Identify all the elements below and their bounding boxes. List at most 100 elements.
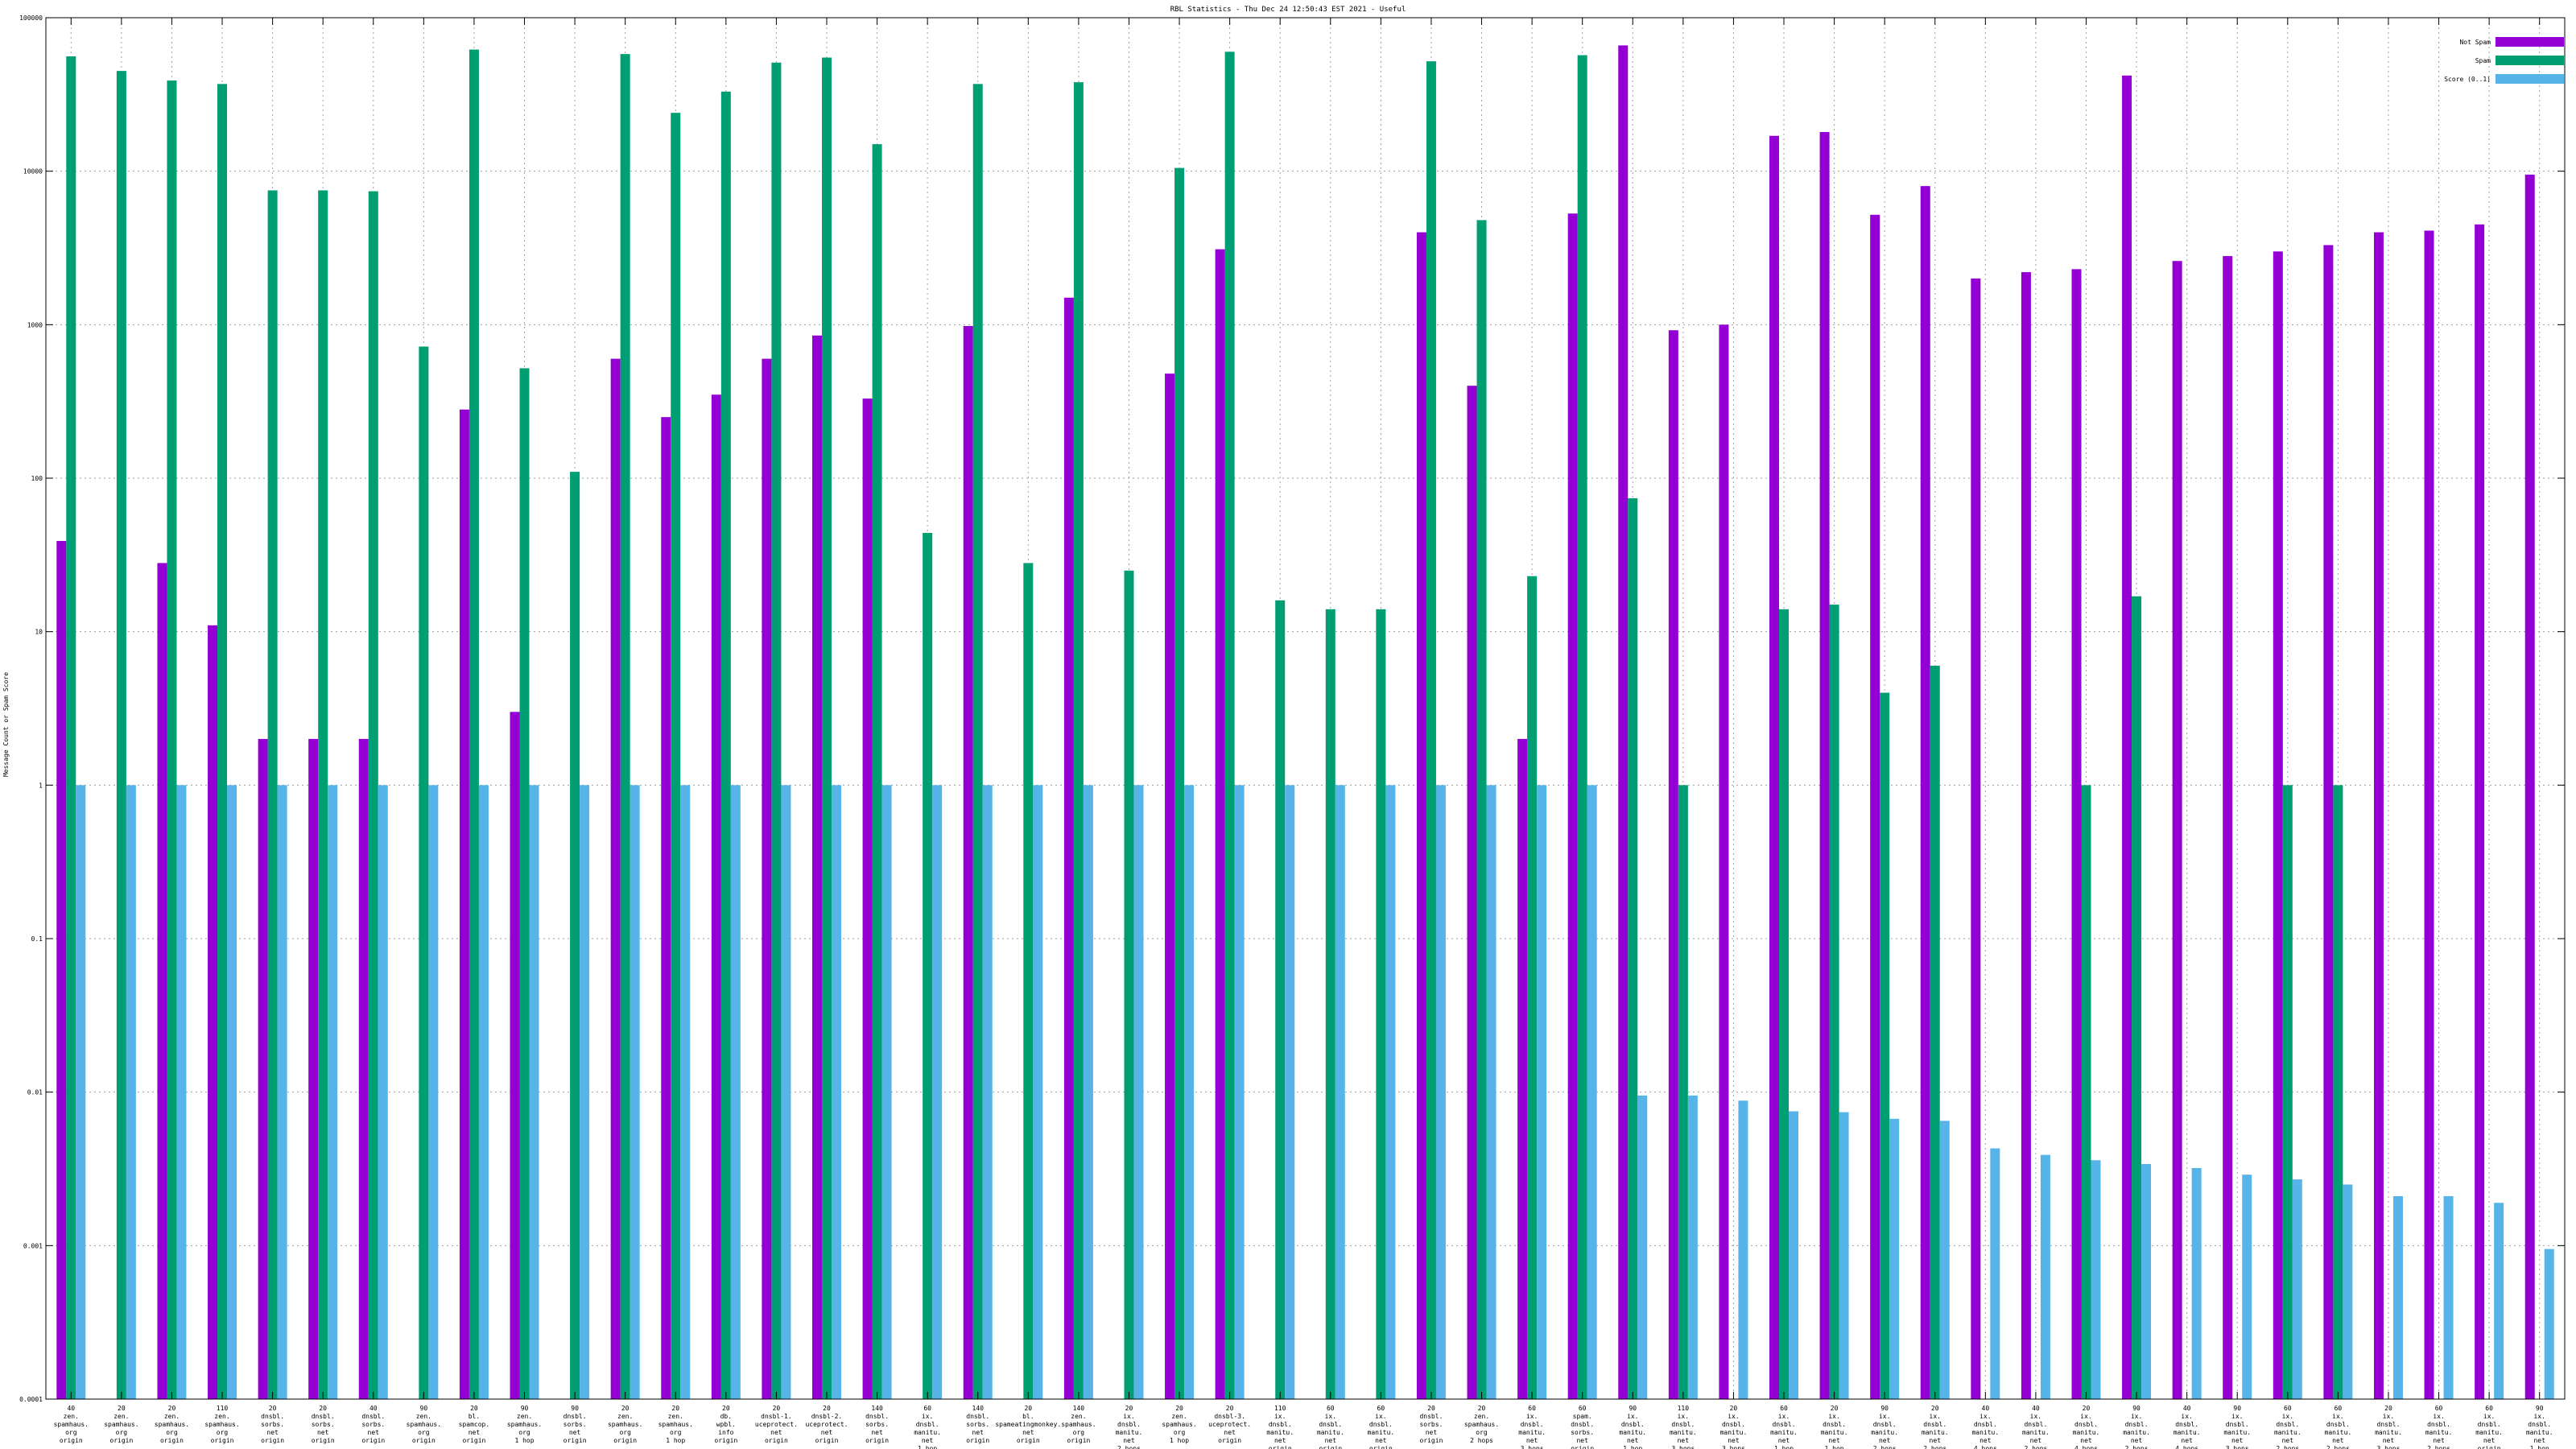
x-tick-label: 110 ix. dnsbl. manitu. net origin (1266, 1405, 1294, 1449)
bar-spam (2282, 785, 2293, 1399)
y-tick-label: 1000 (27, 321, 43, 328)
x-tick-label: 90 ix. dnsbl. manitu. net 3 hops (2223, 1405, 2251, 1449)
bar-score-0-1 (730, 785, 741, 1399)
bar-not-spam (510, 712, 520, 1399)
bar-score-0-1 (529, 785, 539, 1399)
bar-not-spam (1769, 135, 1780, 1399)
bar-not-spam (1668, 330, 1678, 1399)
x-tick-label: 40 dnsbl. sorbs. net origin (361, 1405, 385, 1444)
x-tick-label: 20 zen. spamhaus. org 2 hops (1464, 1405, 1499, 1444)
bar-not-spam (1719, 324, 1729, 1399)
x-tick-label: 60 ix. dnsbl. manitu. net 3 hops (1518, 1405, 1546, 1449)
bar-not-spam (1870, 214, 1880, 1399)
y-axis-label: Message Count or Spam Score (2, 672, 10, 777)
bar-not-spam (2223, 256, 2233, 1399)
bar-spam (771, 62, 782, 1400)
bar-spam (1426, 61, 1436, 1400)
bar-score-0-1 (1738, 1100, 1748, 1399)
bar-not-spam (1215, 249, 1225, 1400)
x-tick-label: 140 dnsbl. sorbs. net origin (966, 1405, 989, 1444)
bar-score-0-1 (831, 785, 841, 1399)
bar-not-spam (157, 563, 167, 1400)
bar-not-spam (1920, 186, 1930, 1400)
x-tick-label: 20 bl. spameatingmonkey. net origin (995, 1405, 1061, 1444)
bar-spam (671, 113, 681, 1399)
x-tick-label: 20 dnsbl-2. uceprotect. net origin (805, 1405, 848, 1444)
bar-score-0-1 (1537, 785, 1547, 1399)
x-tick-label: 20 zen. spamhaus. org origin (608, 1405, 642, 1444)
bar-score-0-1 (378, 785, 388, 1399)
x-tick-label: 60 spam. dnsbl. sorbs. net origin (1571, 1405, 1594, 1449)
bar-not-spam (56, 540, 67, 1399)
bar-spam (1073, 82, 1084, 1400)
x-tick-label: 20 zen. spamhaus. org 1 hop (658, 1405, 693, 1444)
bar-not-spam (963, 326, 973, 1399)
bar-spam (720, 91, 731, 1399)
bar-not-spam (811, 335, 822, 1400)
bar-not-spam (2524, 174, 2535, 1399)
x-tick-label: 40 ix. dnsbl. manitu. net 4 hops (1971, 1405, 1999, 1449)
legend: Not Spam Spam Score (0..1) (2444, 37, 2564, 84)
x-tick-label: 20 dnsbl-3. uceprotect. net origin (1208, 1405, 1251, 1444)
x-tick-label: 20 ix. dnsbl. manitu. net 4 hops (2073, 1405, 2100, 1449)
bar-score-0-1 (680, 785, 691, 1399)
bar-score-0-1 (1335, 785, 1345, 1399)
bar-score-0-1 (1385, 785, 1396, 1399)
bar-spam (217, 84, 228, 1399)
bar-spam (1779, 609, 1790, 1399)
y-tick-label: 0.001 (23, 1242, 43, 1249)
bar-spam (1224, 52, 1235, 1399)
legend-label: Spam (2475, 57, 2491, 64)
x-tick-label: 20 dnsbl-1. uceprotect. net origin (755, 1405, 798, 1444)
bar-spam (2132, 596, 2142, 1399)
x-tick-label: 20 ix. dnsbl. manitu. net 2 hops (1116, 1405, 1143, 1449)
bar-score-0-1 (630, 785, 640, 1399)
bar-not-spam (2122, 75, 2132, 1400)
x-tick-label: 20 ix. dnsbl. manitu. net 3 hops (1720, 1405, 1748, 1449)
x-tick-label: 20 ix. dnsbl. manitu. net 3 hops (2375, 1405, 2402, 1449)
bar-score-0-1 (1435, 785, 1446, 1399)
bar-not-spam (661, 417, 671, 1399)
bar-spam (570, 472, 580, 1399)
x-tick-label: 20 db. wpbl. info origin (714, 1405, 737, 1444)
bar-not-spam (862, 398, 873, 1399)
bar-score-0-1 (2040, 1154, 2050, 1399)
bar-not-spam (610, 358, 621, 1399)
bar-spam (66, 56, 76, 1399)
bar-not-spam (762, 358, 772, 1399)
x-tick-label: 40 ix. dnsbl. manitu. net 4 hops (2174, 1405, 2201, 1449)
bar-score-0-1 (2141, 1163, 2152, 1399)
bar-not-spam (1063, 297, 1074, 1400)
bar-score-0-1 (2242, 1174, 2252, 1399)
bar-not-spam (1971, 278, 1981, 1399)
bar-spam (620, 54, 630, 1399)
bar-not-spam (711, 394, 721, 1399)
bar-score-0-1 (1587, 785, 1597, 1399)
bar-not-spam (1567, 213, 1578, 1400)
bar-score-0-1 (2494, 1203, 2504, 1399)
y-tick-label: 10 (35, 629, 43, 636)
x-tick-label: 20 dnsbl. sorbs. net origin (312, 1405, 335, 1444)
y-tick-label: 100 (31, 475, 43, 482)
bar-score-0-1 (1285, 785, 1295, 1399)
y-tick-label: 10000 (23, 168, 43, 175)
bar-spam (267, 190, 278, 1400)
bar-spam (519, 368, 530, 1399)
x-tick-label: 90 dnsbl. sorbs. net origin (564, 1405, 587, 1444)
bar-score-0-1 (277, 785, 287, 1399)
bar-spam (1829, 605, 1839, 1399)
legend-swatch (2496, 56, 2564, 65)
bar-spam (1376, 609, 1386, 1399)
bar-score-0-1 (176, 785, 187, 1399)
x-tick-label: 90 zen. spamhaus. org 1 hop (507, 1405, 542, 1444)
x-tick-label: 90 ix. dnsbl. manitu. net 1 hop (1619, 1405, 1646, 1449)
bar-score-0-1 (478, 785, 489, 1399)
bar-not-spam (1165, 374, 1175, 1400)
bar-not-spam (1416, 232, 1426, 1400)
bar-spam (923, 532, 933, 1399)
bar-not-spam (2021, 272, 2031, 1400)
bar-score-0-1 (1687, 1095, 1698, 1399)
y-tick-label: 0.01 (27, 1089, 43, 1096)
bar-score-0-1 (2091, 1160, 2101, 1399)
bar-score-0-1 (2443, 1195, 2454, 1399)
